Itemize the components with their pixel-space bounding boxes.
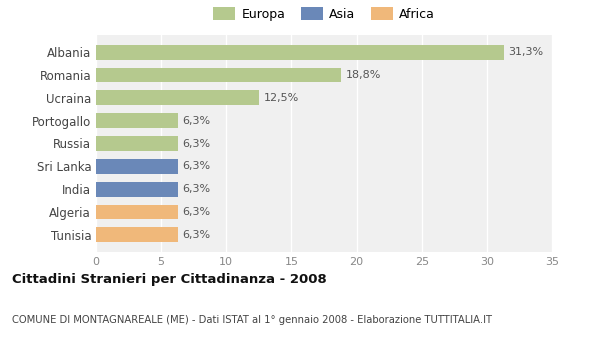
Text: Cittadini Stranieri per Cittadinanza - 2008: Cittadini Stranieri per Cittadinanza - 2… [12,273,327,286]
Legend: Europa, Asia, Africa: Europa, Asia, Africa [209,3,439,25]
Text: 6,3%: 6,3% [182,207,211,217]
Text: 6,3%: 6,3% [182,184,211,194]
Text: 18,8%: 18,8% [346,70,381,80]
Text: COMUNE DI MONTAGNAREALE (ME) - Dati ISTAT al 1° gennaio 2008 - Elaborazione TUTT: COMUNE DI MONTAGNAREALE (ME) - Dati ISTA… [12,315,492,325]
Text: 12,5%: 12,5% [263,93,299,103]
Text: 6,3%: 6,3% [182,139,211,148]
Bar [96,68,341,83]
Bar [96,227,178,242]
Text: 31,3%: 31,3% [508,47,544,57]
Bar [96,159,178,174]
Bar [96,113,178,128]
Bar [96,182,178,196]
Bar [96,136,178,151]
Bar [96,45,504,60]
Text: 6,3%: 6,3% [182,230,211,240]
Text: 6,3%: 6,3% [182,116,211,126]
Bar [96,204,178,219]
Text: 6,3%: 6,3% [182,161,211,171]
Bar [96,91,259,105]
